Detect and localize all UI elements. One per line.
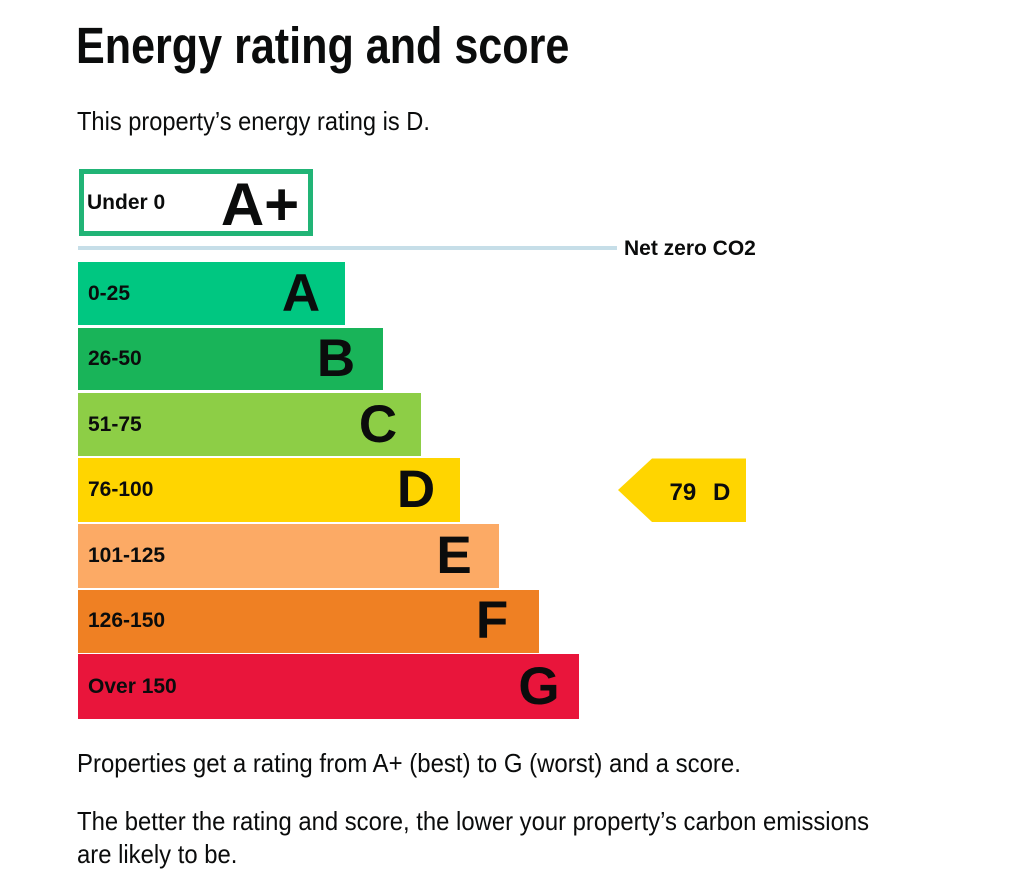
- svg-text:79 D: 79 D: [670, 479, 731, 506]
